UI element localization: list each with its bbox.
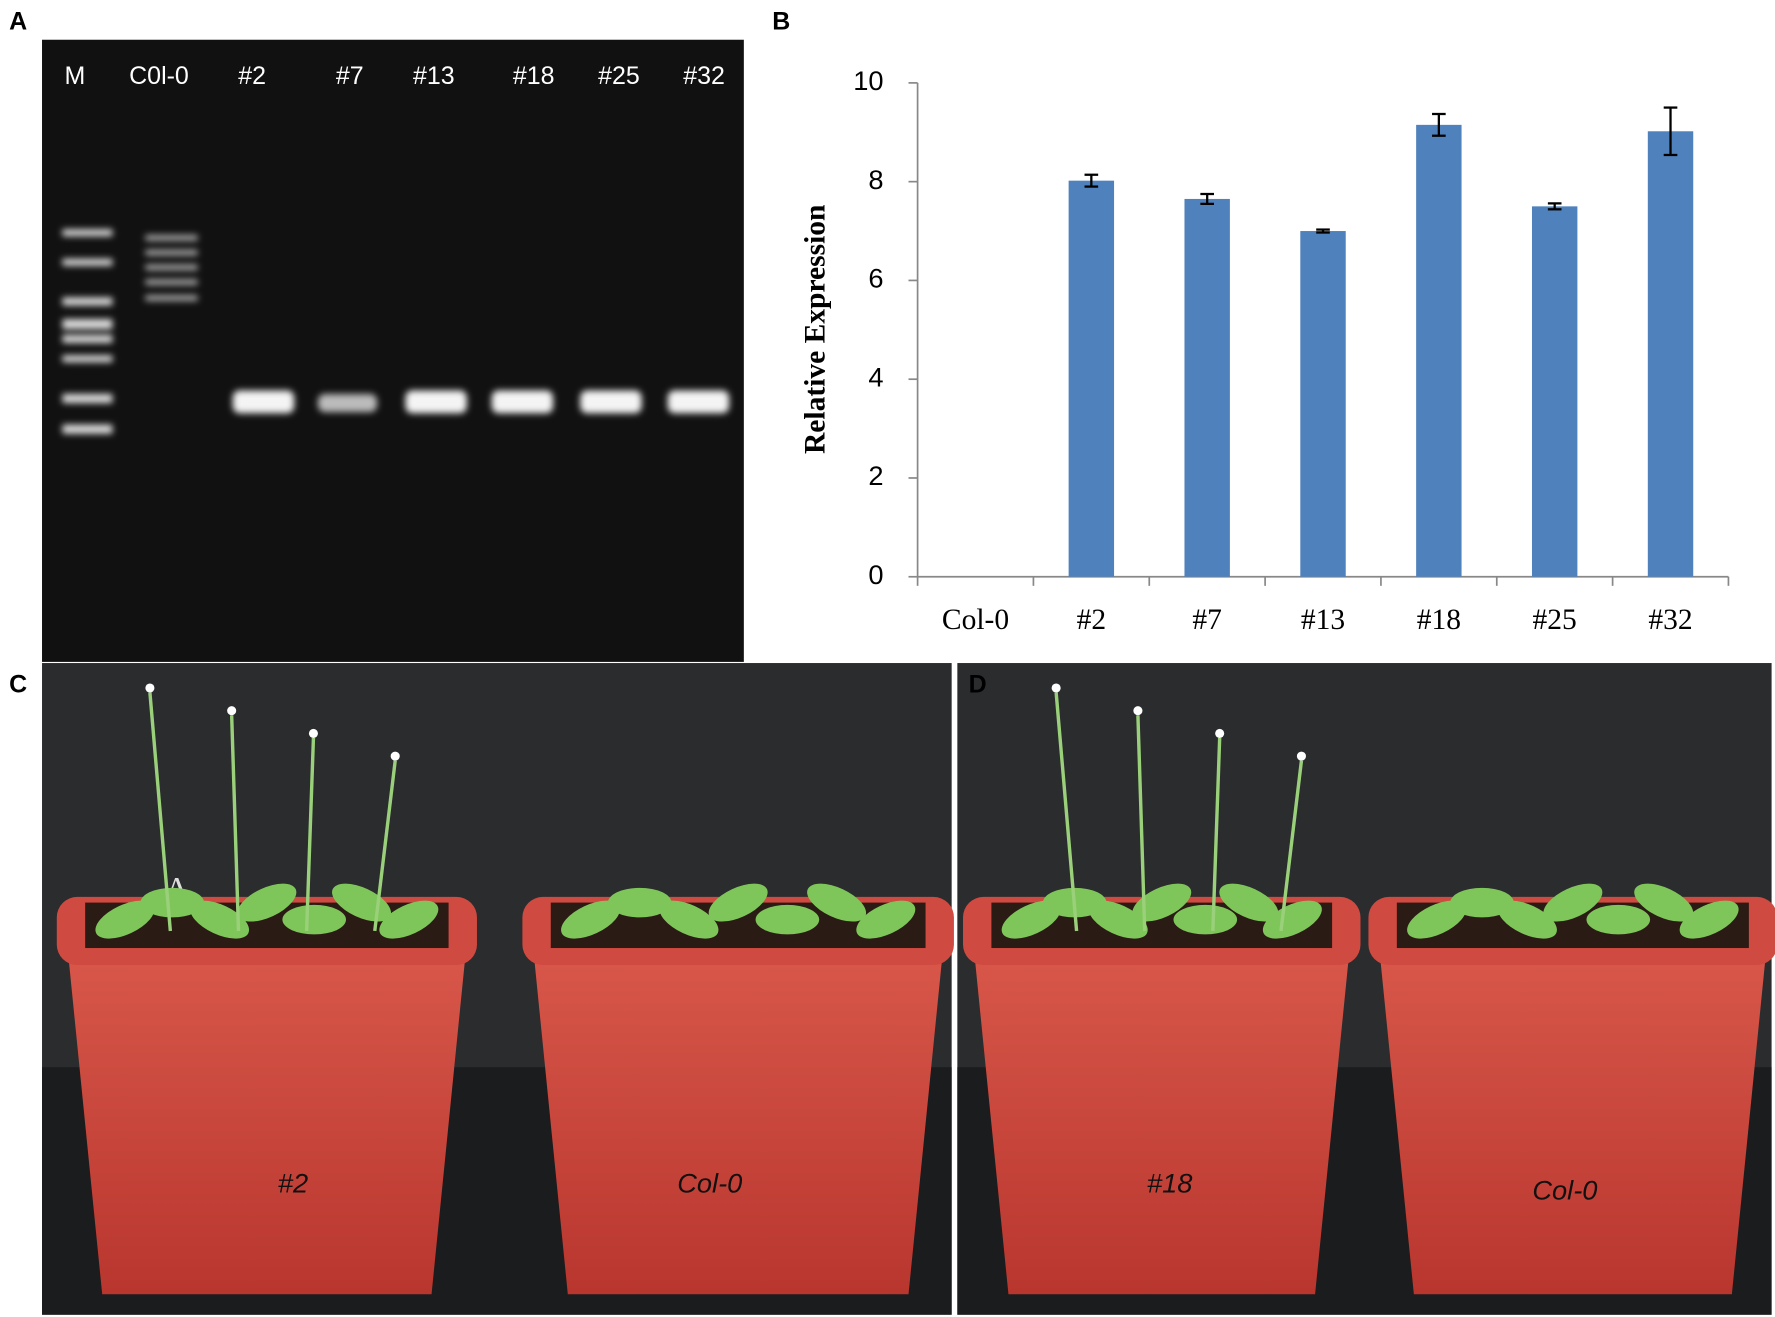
- y-tick-label: 0: [868, 559, 883, 590]
- flower: [1133, 706, 1143, 716]
- error-bar: [1316, 228, 1330, 234]
- stem: [229, 715, 241, 932]
- leaf: [379, 900, 439, 939]
- bar: [1531, 206, 1578, 577]
- bar: [1300, 231, 1346, 577]
- leaf: [1132, 883, 1192, 922]
- leaf: [1543, 883, 1603, 922]
- leaf: [140, 887, 205, 918]
- error-bar: [1084, 173, 1099, 188]
- lane-label: #18: [513, 62, 555, 90]
- panel-letter: B: [772, 7, 790, 35]
- leaf: [1679, 900, 1739, 939]
- pot: #2: [56, 683, 477, 1295]
- leaf: [1219, 883, 1279, 922]
- pot: Col-0: [1368, 883, 1775, 1295]
- lane-label: M: [65, 62, 86, 90]
- leaf: [1262, 900, 1322, 939]
- pot-body: [68, 953, 466, 1295]
- flower: [1215, 728, 1225, 738]
- leaf: [856, 900, 916, 939]
- gel-background: [42, 39, 744, 662]
- stem: [1211, 737, 1222, 932]
- leaf: [237, 883, 297, 922]
- leaf: [1407, 900, 1467, 939]
- error-bar: [1663, 106, 1678, 157]
- stem: [304, 737, 316, 932]
- error-bar: [1547, 202, 1562, 211]
- stem: [1054, 692, 1079, 932]
- leaf: [659, 900, 719, 939]
- x-tick-label: Col-0: [942, 604, 1009, 636]
- leaf: [607, 887, 672, 918]
- stem: [1136, 715, 1147, 932]
- bar: [1416, 124, 1462, 577]
- pot-label: #18: [1147, 1168, 1192, 1199]
- leaf: [95, 900, 155, 939]
- stem: [148, 692, 173, 932]
- lane-label: #7: [336, 62, 364, 90]
- pot-body: [533, 953, 943, 1295]
- gel-bands: [62, 229, 730, 434]
- x-tick-label: #13: [1301, 604, 1345, 636]
- lane-label: C0l-0: [129, 62, 189, 90]
- lane-label: #32: [683, 62, 725, 90]
- panel-letter: A: [9, 7, 27, 35]
- pot-body: [974, 953, 1350, 1295]
- panel-letter: D: [969, 670, 987, 698]
- leaf: [561, 900, 621, 939]
- stem: [373, 760, 397, 932]
- pot: #18: [963, 683, 1361, 1295]
- leaf: [708, 883, 768, 922]
- leaf: [1586, 904, 1651, 935]
- leaf: [1634, 883, 1694, 922]
- flower: [1051, 683, 1061, 693]
- x-tick-label: #25: [1533, 604, 1577, 636]
- pot: Col-0: [522, 883, 954, 1295]
- y-axis-label: Relative Expression: [799, 205, 831, 454]
- flower: [308, 728, 318, 738]
- leaf: [807, 883, 867, 922]
- lane-label: #25: [598, 62, 640, 90]
- x-tick-label: #18: [1417, 604, 1461, 636]
- leaf: [1173, 904, 1238, 935]
- x-tick-label: #7: [1192, 604, 1222, 636]
- y-tick-label: 2: [868, 460, 883, 491]
- leaf: [190, 900, 250, 939]
- lane-label: #13: [413, 62, 455, 90]
- flower: [145, 683, 155, 693]
- x-tick-label: #32: [1648, 604, 1692, 636]
- panel-letter: C: [9, 670, 27, 698]
- flower: [1296, 751, 1306, 761]
- pot-body: [1379, 953, 1766, 1295]
- error-bar: [1200, 192, 1214, 206]
- bar: [1647, 131, 1694, 577]
- pot-label: Col-0: [1532, 1174, 1597, 1205]
- flower: [390, 751, 400, 761]
- flower: [227, 706, 237, 716]
- y-tick-label: 6: [868, 263, 883, 294]
- leaf: [755, 904, 820, 935]
- y-tick-label: 4: [868, 361, 883, 392]
- stem: [1279, 760, 1304, 932]
- bar: [1068, 180, 1115, 577]
- pot-label: #2: [278, 1168, 308, 1199]
- y-tick-label: 8: [868, 164, 883, 195]
- lane-label: #2: [238, 62, 266, 90]
- x-tick-label: #2: [1077, 604, 1107, 636]
- error-bar: [1432, 112, 1446, 137]
- y-tick-label: 10: [853, 65, 883, 96]
- leaf: [1450, 887, 1514, 918]
- leaf: [282, 904, 346, 935]
- pot-label: Col-0: [677, 1168, 742, 1199]
- leaf: [1088, 900, 1148, 939]
- bar: [1184, 198, 1230, 577]
- leaf: [1497, 900, 1557, 939]
- leaf: [1001, 900, 1061, 939]
